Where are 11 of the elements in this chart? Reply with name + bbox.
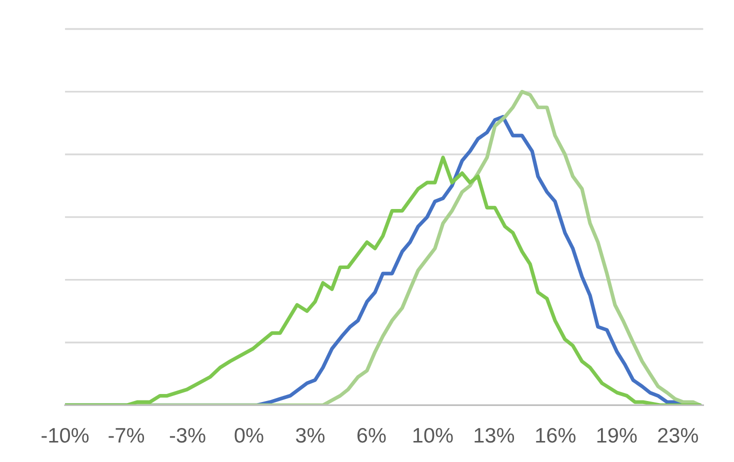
x-tick-label: -10% — [42, 428, 89, 443]
x-tick-label: 0% — [234, 428, 264, 443]
x-tick-label: 6% — [357, 428, 386, 443]
x-tick-label: -7% — [108, 428, 144, 443]
x-tick-label: 3% — [296, 428, 325, 443]
x-tick-label: 10% — [413, 428, 453, 443]
x-tick-label: -3% — [170, 428, 206, 443]
x-tick-label: 16% — [536, 428, 576, 443]
x-tick-label: 19% — [597, 428, 637, 443]
x-tick-label: 13% — [474, 428, 514, 443]
x-tick-label: 23% — [658, 428, 698, 443]
